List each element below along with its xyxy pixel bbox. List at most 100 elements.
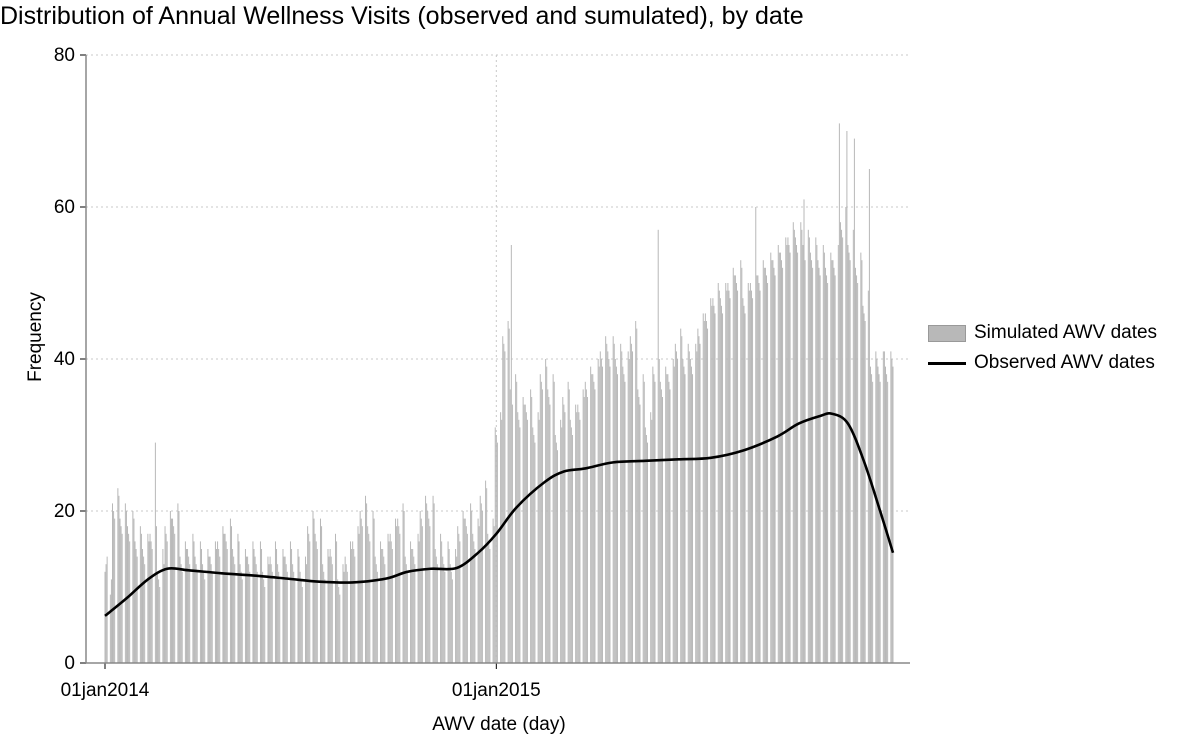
simulated-bar — [722, 313, 724, 663]
simulated-bar — [668, 381, 670, 663]
simulated-bar — [657, 229, 659, 664]
simulated-bar — [762, 260, 764, 663]
simulated-bar — [719, 298, 721, 663]
simulated-bar — [597, 359, 599, 663]
simulated-bar — [441, 541, 443, 663]
simulated-bar — [621, 351, 623, 663]
simulated-bar — [309, 541, 311, 663]
simulated-bar — [714, 313, 716, 663]
simulated-bar — [162, 549, 164, 663]
simulated-bar — [518, 419, 520, 663]
simulated-bar — [277, 564, 279, 663]
simulated-bar — [614, 359, 616, 663]
simulated-bar — [226, 549, 228, 663]
simulated-bar — [488, 541, 490, 663]
simulated-bar — [486, 488, 488, 663]
simulated-bar — [180, 564, 182, 663]
simulated-bar — [891, 359, 893, 663]
simulated-bar — [246, 556, 248, 663]
simulated-bar — [841, 229, 843, 664]
simulated-bar — [737, 290, 739, 663]
simulated-bar — [712, 298, 714, 663]
simulated-bar — [665, 366, 667, 663]
simulated-bar — [642, 374, 644, 663]
simulated-bar — [720, 305, 722, 663]
simulated-bar — [388, 541, 390, 663]
simulated-bar — [680, 328, 682, 663]
simulated-bar — [458, 533, 460, 663]
simulated-bar — [233, 556, 235, 663]
simulated-bar — [756, 275, 758, 663]
simulated-bar — [442, 556, 444, 663]
simulated-bar — [794, 237, 796, 663]
simulated-bar — [590, 366, 592, 663]
simulated-bar — [406, 571, 408, 663]
simulated-bar — [576, 412, 578, 663]
simulated-bar — [193, 541, 195, 663]
simulated-bar — [434, 549, 436, 663]
simulated-bar — [300, 579, 302, 663]
simulated-bar — [728, 290, 730, 663]
simulated-bar — [410, 541, 412, 663]
simulated-bar — [293, 571, 295, 663]
simulated-bar — [613, 343, 615, 663]
simulated-bar — [383, 556, 385, 663]
simulated-bar — [336, 541, 338, 663]
simulated-bar — [429, 526, 431, 663]
simulated-bar — [143, 556, 145, 663]
simulated-bar — [414, 564, 416, 663]
simulated-bar — [271, 571, 273, 663]
simulated-bar — [149, 533, 151, 663]
simulated-bar — [106, 556, 108, 663]
simulated-bar — [515, 374, 517, 663]
simulated-bar — [849, 260, 851, 663]
simulated-bar — [262, 571, 264, 663]
x-tick-label: 01jan2014 — [61, 680, 150, 701]
simulated-bar — [218, 549, 220, 663]
simulated-bar — [592, 374, 594, 663]
simulated-bar — [248, 564, 250, 663]
simulated-bar — [480, 503, 482, 663]
simulated-bar — [147, 533, 149, 663]
simulated-bar — [164, 526, 166, 663]
simulated-bar — [704, 313, 706, 663]
simulated-bar — [267, 556, 269, 663]
simulated-bar — [699, 343, 701, 663]
simulated-bar — [532, 427, 534, 663]
simulated-bar — [214, 541, 216, 663]
simulated-bar — [869, 366, 871, 663]
simulated-bar — [224, 533, 226, 663]
simulated-bar — [118, 495, 120, 663]
simulated-bar — [128, 533, 130, 663]
simulated-bar — [151, 549, 153, 663]
legend-item-observed: Observed AWV dates — [928, 348, 1157, 378]
simulated-bar — [672, 359, 674, 663]
simulated-bar — [256, 571, 258, 663]
simulated-bar — [547, 389, 549, 663]
simulated-bar — [608, 359, 610, 663]
simulated-bar — [466, 533, 468, 663]
simulated-bar — [644, 427, 646, 663]
simulated-bar — [872, 381, 874, 663]
simulated-bar — [819, 275, 821, 663]
simulated-bar — [413, 556, 415, 663]
simulated-bar — [876, 359, 878, 663]
simulated-bar — [261, 549, 263, 663]
simulated-bar — [609, 366, 611, 663]
simulated-bar — [584, 381, 586, 663]
simulated-bar — [594, 389, 596, 663]
simulated-bar — [254, 556, 256, 663]
x-axis-title: AWV date (day) — [432, 714, 565, 735]
simulated-bar — [833, 267, 835, 663]
simulated-bar — [489, 549, 491, 663]
simulated-bar — [279, 579, 281, 663]
simulated-bar — [765, 275, 767, 663]
simulated-bar — [264, 587, 266, 663]
simulated-bar — [136, 556, 138, 663]
simulated-bar — [479, 495, 481, 663]
simulated-bar — [846, 131, 848, 663]
simulated-bar — [598, 366, 600, 663]
simulated-bar — [771, 260, 773, 663]
simulated-bar — [743, 305, 745, 663]
simulated-bar — [560, 419, 562, 663]
